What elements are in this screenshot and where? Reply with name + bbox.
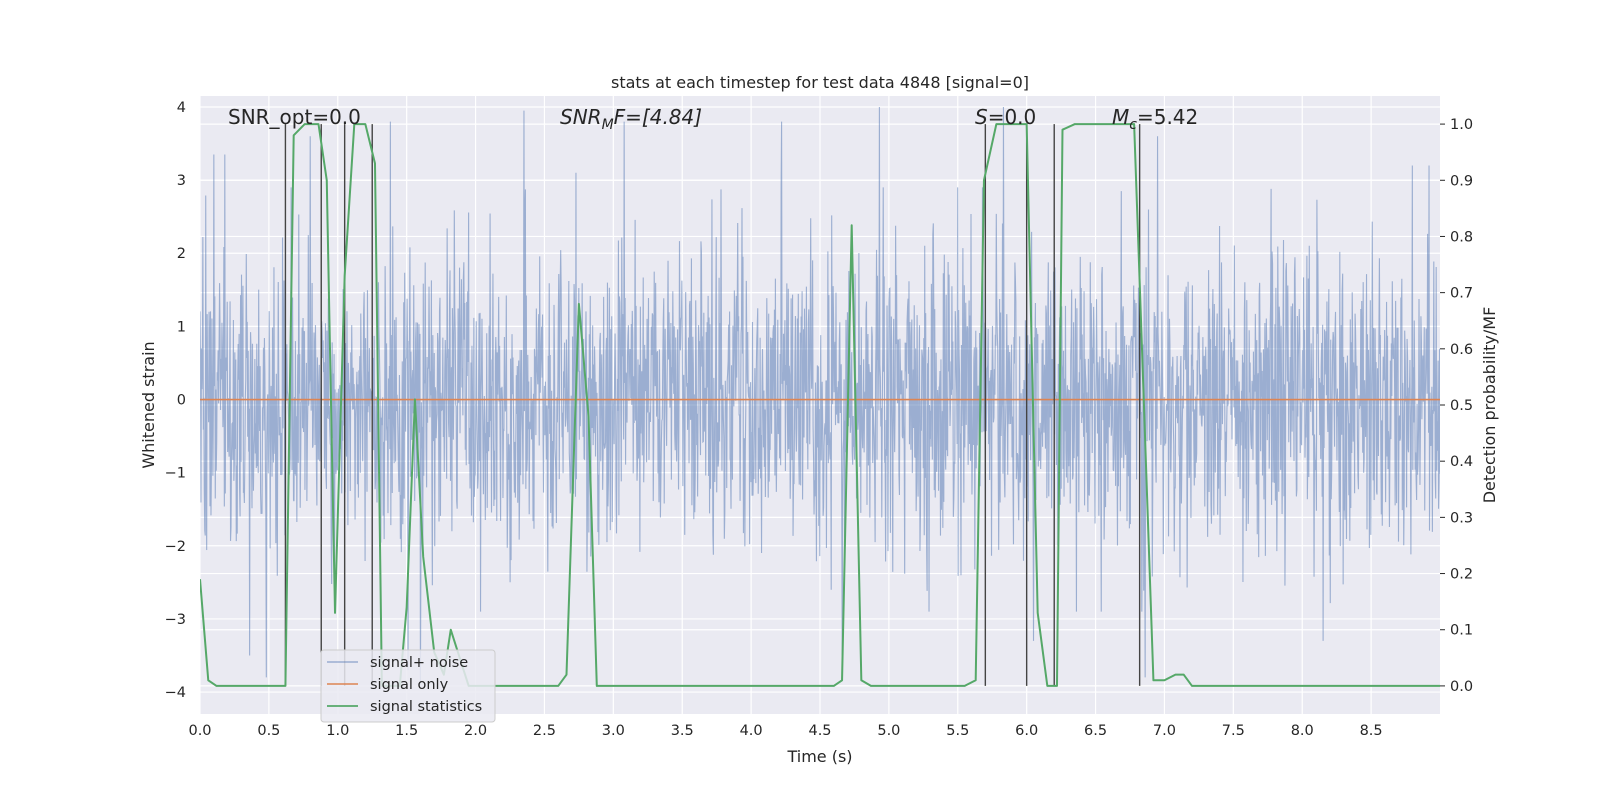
legend-box xyxy=(320,649,496,723)
y2-tick-label: 0.0 xyxy=(1450,679,1473,695)
y-tick-label: −1 xyxy=(165,466,186,482)
y2-tick-label: 0.3 xyxy=(1450,510,1473,526)
x-tick-label: 2.0 xyxy=(464,723,487,739)
y-tick-label: 4 xyxy=(177,100,186,116)
y2-tick-label: 0.9 xyxy=(1450,173,1473,189)
y2-tick-label: 0.6 xyxy=(1450,342,1473,358)
annotation-s: S=0.0 xyxy=(975,105,1036,129)
y-tick-label: 0 xyxy=(177,393,186,409)
y2-tick-label: 0.4 xyxy=(1450,454,1473,470)
x-axis-label: Time (s) xyxy=(786,747,852,766)
x-tick-label: 8.0 xyxy=(1291,723,1314,739)
x-tick-label: 3.5 xyxy=(671,723,694,739)
x-tick-label: 3.0 xyxy=(602,723,625,739)
x-tick-label: 6.5 xyxy=(1084,723,1107,739)
x-tick-label: 5.0 xyxy=(877,723,900,739)
legend: signal+ noise signal only signal statist… xyxy=(320,649,496,723)
annotation-snr-mf: SNRMF=[4.84] xyxy=(560,105,702,133)
vertical-markers xyxy=(284,124,1141,686)
x-tick-label: 1.5 xyxy=(395,723,418,739)
legend-label-signal-statistics: signal statistics xyxy=(370,699,482,715)
y-axis-label: Whitened strain xyxy=(139,341,158,468)
y-tick-label: 3 xyxy=(177,173,186,189)
chart-title: stats at each timestep for test data 484… xyxy=(611,73,1029,92)
y-tick-label: 2 xyxy=(177,246,186,262)
y-tick-label: −4 xyxy=(165,685,186,701)
x-tick-label: 0.5 xyxy=(257,723,280,739)
signal-plus-noise-line xyxy=(200,106,1440,685)
x-tick-label: 8.5 xyxy=(1360,723,1383,739)
series-signal-plus-noise xyxy=(200,106,1440,685)
x-tick-label: 7.5 xyxy=(1222,723,1245,739)
y-tick-label: −3 xyxy=(165,612,186,628)
series-signal-statistics xyxy=(200,123,1440,687)
x-tick-label: 1.0 xyxy=(326,723,349,739)
legend-label-signal-only: signal only xyxy=(370,677,449,693)
x-tick-label: 0.0 xyxy=(188,723,211,739)
x-tick-label: 5.5 xyxy=(946,723,969,739)
ticks: 0.0 0.5 1.0 1.5 2.0 2.5 3.0 3.5 4.0 4.5 5.0 5.5 6.0 6… xyxy=(165,100,1473,739)
x-tick-label: 4.0 xyxy=(740,723,763,739)
y2-tick-label: 1.0 xyxy=(1450,117,1473,133)
y2-tick-label: 0.5 xyxy=(1450,398,1473,414)
annotation-snr-opt: SNR_opt=0.0 xyxy=(228,105,361,129)
annotation-mc: Mc=5.42 xyxy=(1112,105,1198,133)
x-tick-label: 6.0 xyxy=(1015,723,1038,739)
x-tick-label: 4.5 xyxy=(808,723,831,739)
x-tick-label: 2.5 xyxy=(533,723,556,739)
legend-label-signal-plus-noise: signal+ noise xyxy=(370,655,468,671)
y-tick-label: 1 xyxy=(177,319,186,335)
x-tick-label: 7.0 xyxy=(1153,723,1176,739)
y2-tick-label: 0.2 xyxy=(1450,567,1473,583)
y2-axis-label: Detection probability/MF xyxy=(1480,307,1499,504)
signal-statistics-line xyxy=(200,123,1440,687)
y-tick-label: −2 xyxy=(165,539,186,555)
y2-tick-label: 0.8 xyxy=(1450,229,1473,245)
y2-tick-label: 0.1 xyxy=(1450,623,1473,639)
y2-tick-label: 0.7 xyxy=(1450,286,1473,302)
